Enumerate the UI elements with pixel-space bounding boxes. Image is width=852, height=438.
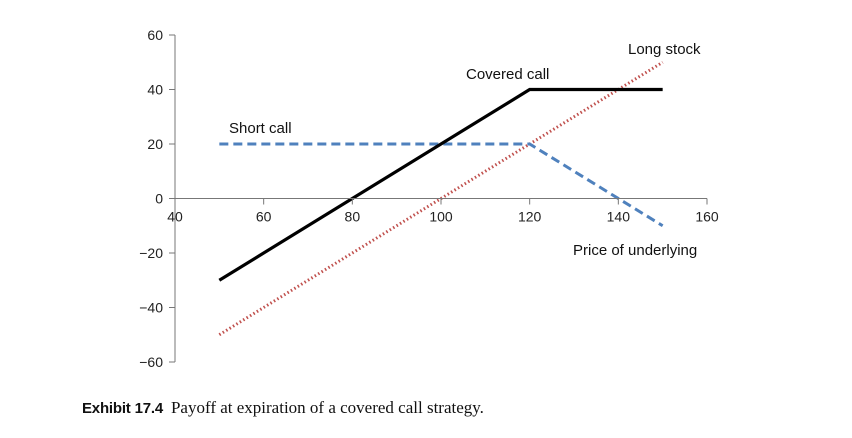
y-tick-label: −20	[139, 245, 163, 261]
caption-text: Payoff at expiration of a covered call s…	[170, 398, 484, 417]
x-axis-title: Price of underlying	[573, 242, 697, 259]
y-tick-label: 60	[147, 27, 163, 43]
ticks-layer: −60 −40 −20 0 20 40 60 40 60 80 100 120 140 160	[139, 27, 719, 370]
y-tick-label: 40	[147, 82, 163, 98]
figure-caption: Exhibit 17.4 Payoff at expiration of a co…	[82, 398, 484, 418]
series-label-short-call: Short call	[229, 120, 292, 137]
caption-label: Exhibit 17.4	[82, 400, 163, 417]
x-tick-label: 80	[345, 209, 361, 225]
y-tick-label: −60	[139, 354, 163, 370]
payoff-chart: −60 −40 −20 0 20 40 60 40 60 80 100 120 140 160 Long …	[139, 27, 719, 370]
series-line-covered-call	[218, 87, 663, 282]
x-tick-label: 60	[256, 209, 272, 225]
x-tick-label: 40	[167, 209, 183, 225]
series-label-covered-call: Covered call	[466, 66, 549, 83]
x-tick-label: 120	[518, 209, 542, 225]
x-tick-label: 100	[429, 209, 453, 225]
y-tick-label: 20	[147, 136, 163, 152]
series-label-long-stock: Long stock	[628, 41, 701, 58]
x-tick-label: 160	[695, 209, 719, 225]
x-tick-label: 140	[607, 209, 631, 225]
y-tick-label: 0	[155, 191, 163, 207]
y-tick-label: −40	[139, 300, 163, 316]
